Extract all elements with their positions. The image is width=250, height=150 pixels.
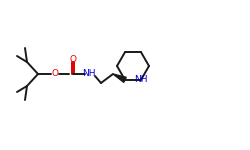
Text: O: O bbox=[52, 69, 59, 78]
Text: NH: NH bbox=[134, 75, 148, 84]
Text: O: O bbox=[70, 54, 76, 63]
Polygon shape bbox=[113, 74, 126, 82]
Text: NH: NH bbox=[82, 69, 96, 78]
